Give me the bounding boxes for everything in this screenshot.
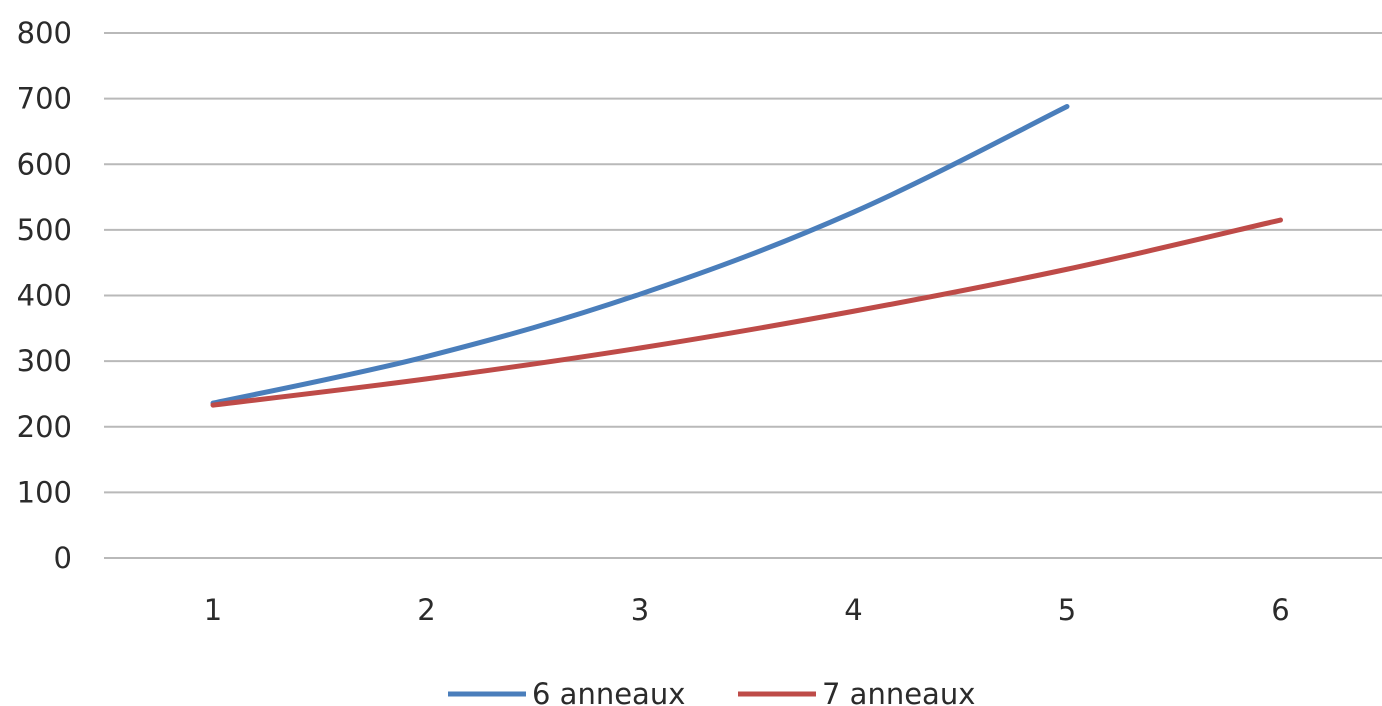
x-tick-label: 4 bbox=[844, 593, 862, 627]
y-tick-label: 0 bbox=[54, 541, 72, 575]
x-tick-label: 5 bbox=[1058, 593, 1076, 627]
series-1-point bbox=[639, 293, 641, 295]
series-2-point bbox=[1280, 219, 1281, 221]
legend-label-2: 7 anneaux bbox=[822, 677, 975, 706]
series-2-point bbox=[1066, 268, 1068, 270]
series-line-1 bbox=[210, 104, 1070, 406]
gridlines bbox=[104, 32, 1382, 559]
series-line-2 bbox=[210, 217, 1283, 408]
series-2-point bbox=[426, 378, 427, 380]
y-tick-label: 100 bbox=[17, 475, 72, 509]
legend: 6 anneaux 7 anneaux bbox=[448, 677, 975, 706]
y-tick-label: 700 bbox=[17, 82, 72, 116]
y-tick-label: 800 bbox=[17, 16, 72, 50]
series-1-point bbox=[1066, 106, 1068, 107]
y-tick-label: 200 bbox=[17, 410, 72, 444]
x-tick-label: 2 bbox=[417, 593, 435, 627]
y-axis-tick-labels: 0 100 200 300 400 500 600 700 800 bbox=[17, 16, 72, 575]
series-lines bbox=[210, 104, 1283, 408]
series-1-point bbox=[426, 356, 427, 358]
y-tick-label: 400 bbox=[17, 279, 72, 313]
x-axis-tick-labels: 1 2 3 4 5 6 bbox=[204, 593, 1290, 627]
x-tick-label: 3 bbox=[631, 593, 649, 627]
series-1-point bbox=[853, 211, 854, 213]
legend-label-1: 6 anneaux bbox=[532, 677, 685, 706]
y-tick-label: 300 bbox=[17, 344, 72, 378]
y-tick-label: 600 bbox=[17, 147, 72, 181]
x-tick-label: 1 bbox=[204, 593, 222, 627]
y-tick-label: 500 bbox=[17, 213, 72, 247]
series-2-point bbox=[639, 347, 641, 349]
series-2-point bbox=[212, 404, 214, 406]
x-tick-label: 6 bbox=[1271, 593, 1289, 627]
series-2-point bbox=[853, 310, 854, 312]
